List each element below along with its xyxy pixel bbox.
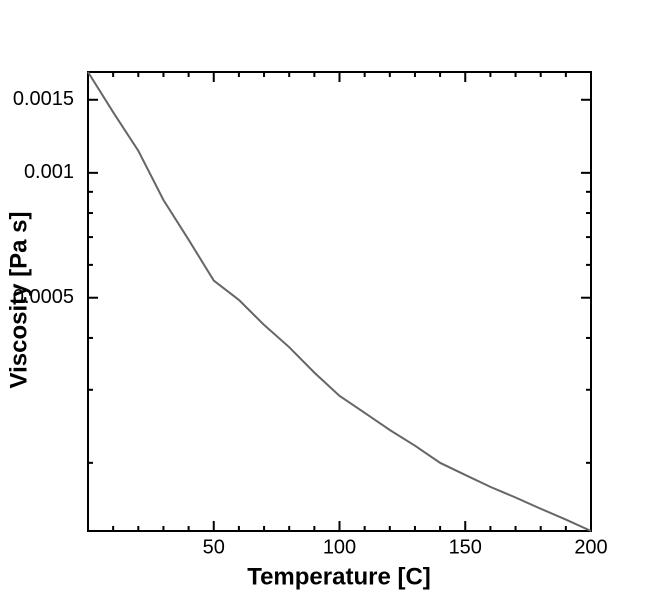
y-tick-label: 0.0005 [13, 286, 74, 308]
plot-frame [87, 71, 592, 532]
x-tick-label: 100 [323, 536, 356, 558]
x-tick-label: 200 [574, 536, 607, 558]
x-tick-label: 50 [203, 536, 225, 558]
x-tick-label: 150 [449, 536, 482, 558]
x-axis-label: Temperature [C] [247, 563, 431, 590]
y-tick-label: 0.0015 [13, 88, 74, 110]
y-tick-label: 0.001 [24, 161, 74, 183]
y-axis-label: Viscosity [Pa s] [5, 212, 32, 389]
data-line [87, 71, 592, 532]
